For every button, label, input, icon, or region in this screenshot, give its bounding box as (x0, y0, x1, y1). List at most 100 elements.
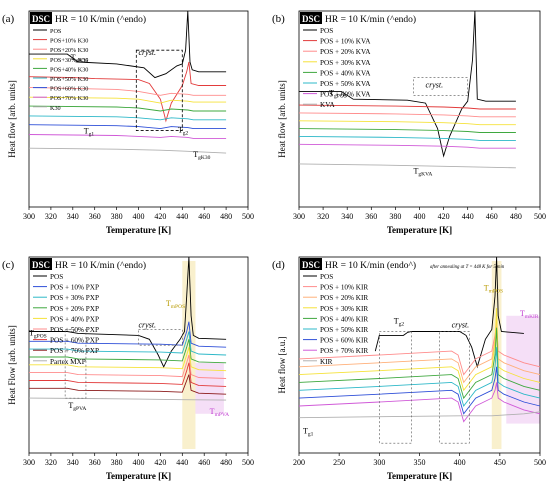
annotation-subscript: mPOS (489, 288, 503, 294)
x-tick-label: 420 (154, 212, 166, 221)
annotation: TmPVA (210, 407, 229, 418)
x-tick-label: 350 (414, 458, 426, 467)
annotation: cryst. (426, 80, 444, 89)
dsc-badge (300, 258, 322, 270)
annotation: cryst. (139, 321, 157, 330)
series-line-3 (298, 307, 541, 392)
legend-label: KVA (320, 101, 335, 109)
pva-melt-band (195, 362, 224, 414)
annotation: TgKVA (413, 167, 432, 178)
panel-title: HR = 10 K/min (^endo) (325, 14, 416, 25)
panel-d: 200 250 300 350 400 450 500 Temperature [K] Heat… (272, 256, 546, 481)
x-tick-label: 480 (220, 212, 232, 221)
panel-label: (a) (2, 13, 15, 25)
legend-label: POS+40% K30 (50, 66, 88, 73)
cryst-box (135, 49, 183, 131)
legend-label: POS + 30% KVA (320, 59, 371, 67)
annotation: TgPVA (68, 401, 86, 412)
annotation: TmPOS (484, 283, 503, 294)
dsc-badge (30, 258, 52, 270)
x-tick-label: 400 (414, 212, 426, 221)
series-line-1 (29, 321, 227, 348)
legend-label: Partex MXP (50, 358, 86, 366)
x-tick-label: 440 (176, 212, 188, 221)
legend-label: POS+10% K30 (50, 38, 88, 45)
panel-label: (d) (272, 259, 285, 271)
annotation: TmPOS (166, 299, 185, 310)
legend: POS POS+10% K30 POS+20% K30 POS+30% K30 POS+… (33, 28, 88, 112)
x-tick-label: 320 (45, 458, 57, 467)
x-tick-label: 420 (154, 458, 166, 467)
series-line-5 (298, 135, 516, 141)
legend-label: POS+50% K30 (50, 76, 88, 83)
x-tick-label: 450 (494, 458, 506, 467)
annotation-subscript: mPVA (215, 412, 230, 418)
annotation-subscript: gKVA (418, 172, 432, 178)
x-tick-label: 480 (510, 212, 522, 221)
legend-label: POS + 10% KVA (320, 38, 371, 46)
x-axis-label: Temperature [K] (106, 225, 171, 235)
x-tick-label: 460 (486, 212, 498, 221)
legend: POS POS + 10% KVA POS + 20% KVA POS + 30% K… (303, 27, 371, 109)
series-line-0 (29, 10, 227, 79)
x-axis-label: Temperature [K] (387, 225, 452, 235)
legend-label: POS + 60% KVA (320, 91, 371, 99)
annotation-subscript: gPOS (76, 58, 89, 64)
y-axis-label: Heat flow [a.u.] (277, 337, 287, 394)
x-tick-label: 380 (111, 458, 123, 467)
legend-label: POS (320, 273, 333, 281)
legend-label: KIR (320, 358, 333, 366)
panel-label: (c) (2, 259, 15, 271)
x-tick-label: 250 (333, 458, 345, 467)
dsc-badge-text: DSC (32, 14, 50, 24)
series-line-3 (29, 339, 227, 364)
panel-a: 300 320 340 360 380 400 420 440 460 480 500 Tempera… (2, 10, 254, 235)
legend-label: POS + 10% PXP (50, 284, 99, 292)
x-tick-label: 400 (133, 458, 145, 467)
panel-b: 300 320 340 360 380 400 420 440 460 480 500 Tempera… (272, 10, 546, 235)
x-tick-label: 380 (111, 212, 123, 221)
x-tick-label: 500 (534, 458, 546, 467)
series-line-3 (298, 120, 516, 126)
cryst-box (439, 331, 470, 444)
annotation-subscript: mPOS (171, 304, 185, 310)
series-line-6 (29, 362, 227, 387)
x-axis-label: Temperature [K] (387, 471, 452, 481)
panel-label: (b) (272, 13, 285, 25)
series-line-7 (28, 134, 227, 139)
dsc-badge (300, 12, 322, 24)
legend-label: POS (320, 27, 333, 35)
annotation: TgPOS (329, 88, 347, 99)
x-tick-label: 320 (45, 212, 57, 221)
series-line-5 (298, 347, 541, 407)
annotation-subscript: g1 (89, 132, 95, 138)
legend-label: POS + 40% KVA (320, 69, 371, 77)
y-axis-label: Heat Flow [arb. units] (7, 325, 17, 404)
x-tick-label: 340 (67, 212, 79, 221)
legend-label: POS + 30% PXP (50, 294, 99, 302)
legend-label: POS + 70% KIR (320, 347, 368, 355)
x-tick-label: 500 (534, 212, 546, 221)
annotation: TgPOS (29, 328, 47, 339)
y-axis-label: Heat flow [arb. units] (7, 80, 17, 157)
series-line-6 (28, 124, 227, 130)
dsc-badge (30, 12, 52, 24)
series-line-8 (28, 147, 227, 154)
series-line-7 (298, 163, 516, 169)
series-line-3 (28, 96, 227, 104)
legend-label: POS + 50% KVA (320, 80, 371, 88)
legend-label: POS + 20% KVA (320, 48, 371, 56)
legend-label: K30 (50, 105, 61, 112)
x-tick-label: 360 (89, 458, 101, 467)
x-tick-label: 420 (438, 212, 450, 221)
series-line-7 (29, 374, 227, 395)
x-tick-label: 360 (365, 212, 377, 221)
legend-label: POS + 40% PXP (50, 315, 99, 323)
legend-label: POS (50, 273, 63, 281)
annotation-subscript: gK30 (198, 155, 210, 161)
series-line-1 (298, 323, 541, 376)
cryst-box (138, 329, 183, 346)
panel-title: HR = 10 K/min (^endo) (55, 14, 146, 25)
x-axis-label: Temperature [K] (106, 471, 171, 481)
